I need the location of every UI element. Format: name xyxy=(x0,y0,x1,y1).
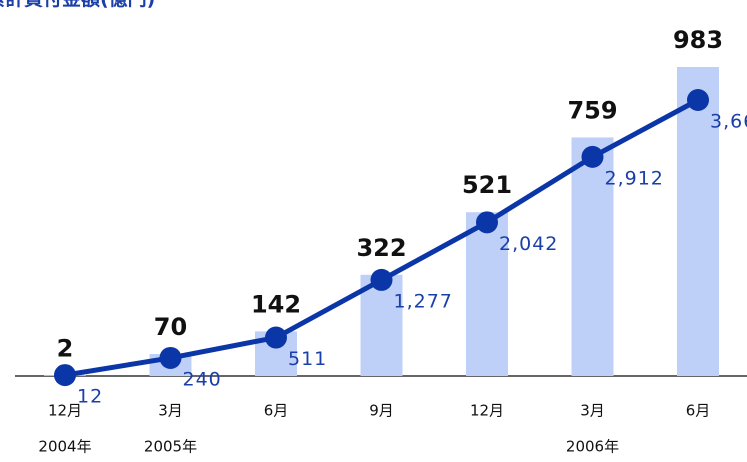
line-point xyxy=(159,346,182,369)
line-point xyxy=(265,326,287,349)
bar xyxy=(466,212,508,376)
bar-value-label: 521 xyxy=(462,171,512,199)
bar-value-label: 759 xyxy=(567,96,617,124)
x-sublabel: 2006年 xyxy=(566,438,619,456)
bar-value-label: 983 xyxy=(673,26,723,54)
line-point xyxy=(54,364,76,387)
bar xyxy=(571,137,614,376)
line-value-label: 511 xyxy=(288,348,327,370)
bar-value-label: 2 xyxy=(57,334,74,362)
line-point xyxy=(687,89,709,111)
bar xyxy=(360,274,403,376)
bar-value-label: 322 xyxy=(356,234,406,262)
x-tick-label: 6月 xyxy=(264,402,289,420)
bar-value-label: 70 xyxy=(154,313,187,341)
line-point xyxy=(476,211,498,234)
line-value-label: 3,668 xyxy=(710,111,747,133)
line-value-label: 240 xyxy=(183,368,222,390)
bar xyxy=(677,67,719,376)
x-sublabel: 2005年 xyxy=(144,438,197,456)
x-tick-label: 12月 xyxy=(470,402,504,420)
x-tick-label: 9月 xyxy=(369,402,394,420)
line-value-label: 2,042 xyxy=(499,233,558,255)
bar-value-label: 142 xyxy=(251,290,301,318)
line-point xyxy=(370,268,393,291)
x-sublabel: 2004年 xyxy=(38,438,91,456)
chart-title: 累計貸付金額(億円) xyxy=(0,0,155,10)
line-point xyxy=(581,145,604,168)
x-tick-label: 3月 xyxy=(158,402,183,420)
x-tick-label: 6月 xyxy=(686,402,711,420)
x-tick-label: 12月 xyxy=(48,402,82,420)
x-tick-label: 3月 xyxy=(580,402,605,420)
line-value-label: 12 xyxy=(77,386,103,408)
line-value-label: 1,277 xyxy=(394,290,453,312)
line-value-label: 2,912 xyxy=(605,167,664,189)
